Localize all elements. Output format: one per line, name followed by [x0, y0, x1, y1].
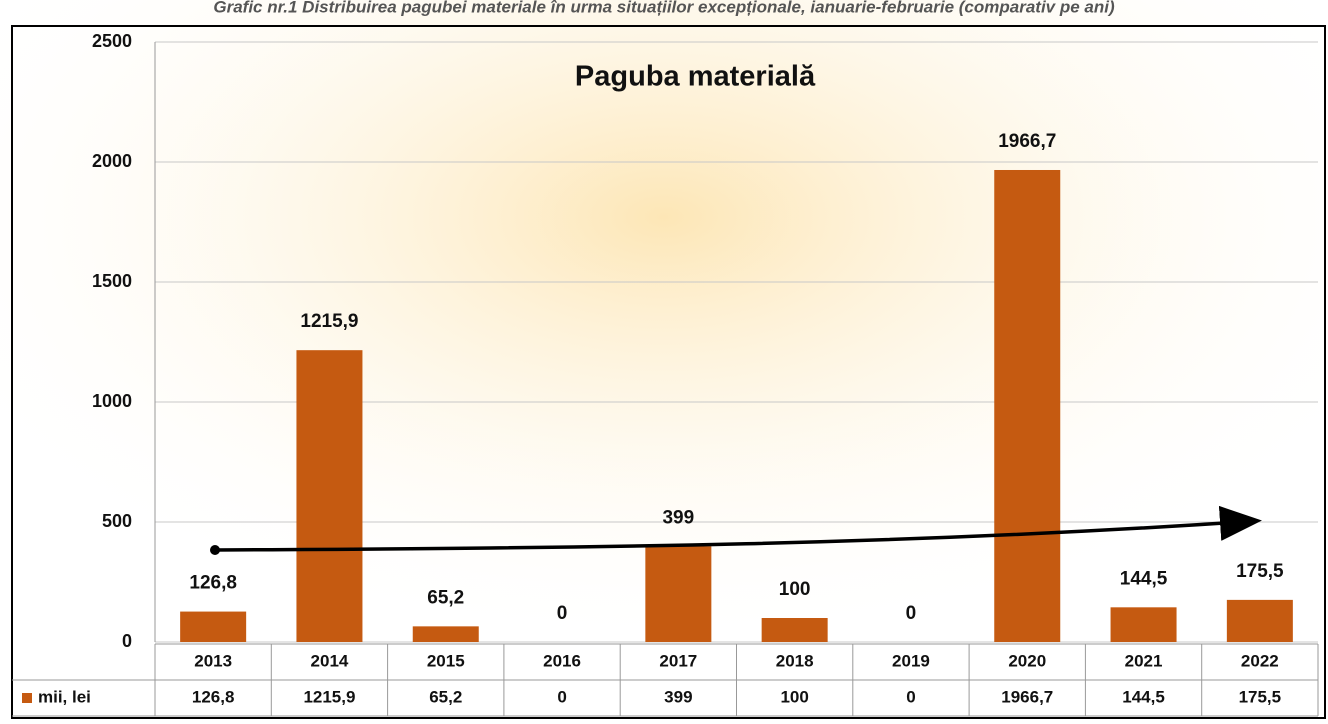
bar	[296, 350, 362, 642]
y-tick-label: 1000	[92, 391, 132, 411]
table-value: 1215,9	[303, 687, 355, 706]
x-tick-label: 2017	[659, 651, 697, 670]
y-tick-label: 0	[122, 631, 132, 651]
data-label: 126,8	[189, 573, 237, 594]
data-label: 1215,9	[300, 311, 358, 332]
data-label: 144,5	[1120, 568, 1168, 589]
x-tick-label: 2014	[311, 651, 349, 670]
x-tick-label: 2018	[776, 651, 814, 670]
x-tick-label: 2021	[1125, 651, 1163, 670]
bar	[1111, 607, 1177, 642]
bar	[180, 612, 246, 642]
data-label: 0	[906, 603, 917, 624]
bar	[762, 618, 828, 642]
table-value: 1966,7	[1001, 687, 1053, 706]
data-label: 65,2	[427, 587, 464, 608]
x-tick-label: 2022	[1241, 651, 1279, 670]
legend-label: mii, lei	[38, 687, 91, 706]
x-tick-label: 2020	[1008, 651, 1046, 670]
trend-start	[210, 545, 220, 555]
bar	[645, 546, 711, 642]
y-tick-label: 2500	[92, 31, 132, 51]
table-value: 175,5	[1239, 687, 1282, 706]
page: {"chart_data": {"type": "bar", "caption"…	[0, 0, 1328, 724]
x-tick-label: 2015	[427, 651, 465, 670]
y-tick-label: 2000	[92, 151, 132, 171]
data-label: 1966,7	[998, 131, 1056, 152]
x-tick-label: 2019	[892, 651, 930, 670]
bar	[413, 626, 479, 642]
data-label: 0	[557, 603, 568, 624]
chart: Grafic nr.1 Distribuirea pagubei materia…	[0, 0, 1328, 724]
table-value: 100	[780, 687, 808, 706]
data-label: 399	[662, 507, 694, 528]
caption: Grafic nr.1 Distribuirea pagubei materia…	[213, 0, 1115, 16]
x-tick-label: 2016	[543, 651, 581, 670]
chart-title: Paguba materială	[575, 61, 816, 93]
x-tick-label: 2013	[194, 651, 232, 670]
y-tick-label: 500	[102, 511, 132, 531]
bar	[1227, 600, 1293, 642]
table-value: 0	[906, 687, 915, 706]
bar	[994, 170, 1060, 642]
legend-swatch	[22, 693, 32, 703]
data-label: 100	[779, 579, 811, 600]
table-value: 65,2	[429, 687, 462, 706]
table-value: 126,8	[192, 687, 235, 706]
y-tick-label: 1500	[92, 271, 132, 291]
table-value: 0	[557, 687, 566, 706]
table-value: 144,5	[1122, 687, 1165, 706]
data-label: 175,5	[1236, 561, 1284, 582]
table-value: 399	[664, 687, 692, 706]
